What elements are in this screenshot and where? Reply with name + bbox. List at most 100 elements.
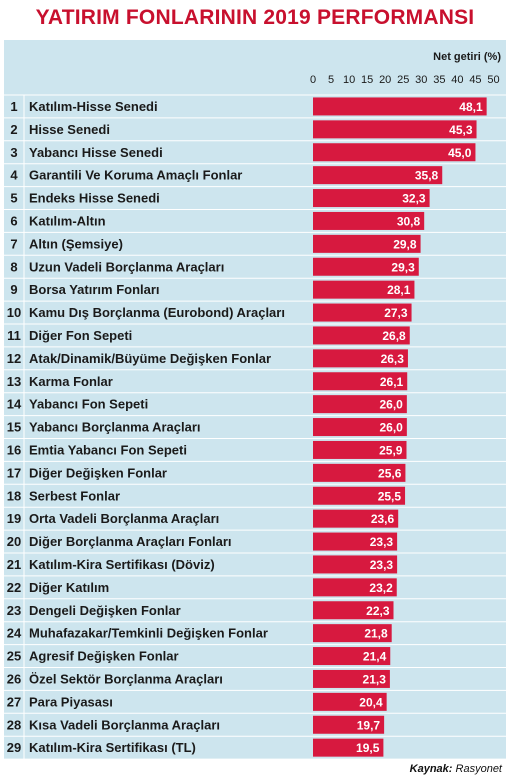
category-label: Katılım-Kira Sertifikası (Döviz): [29, 557, 215, 572]
bar-row: 28 Kısa Vadeli Borçlanma Araçları 19,7: [4, 712, 506, 737]
category-label: Atak/Dinamik/Büyüme Değişken Fonlar: [29, 351, 271, 366]
rank-number: 9: [10, 282, 17, 297]
bar: [313, 738, 384, 757]
bar-row: 19 Orta Vadeli Borçlanma Araçları 23,6: [4, 506, 506, 531]
rank-number: 7: [10, 236, 17, 251]
bar: [313, 372, 408, 391]
rank-number: 18: [7, 488, 21, 503]
bar-row: 4 Garantili Ve Koruma Amaçlı Fonlar 35,8: [4, 163, 506, 187]
rank-number: 2: [10, 122, 17, 137]
bar: [313, 601, 394, 620]
rank-number: 12: [7, 351, 21, 366]
rank-number: 25: [7, 649, 21, 664]
category-label: Karma Fonlar: [29, 374, 113, 389]
bar-row: 26 Özel Sektör Borçlanma Araçları 21,3: [4, 667, 506, 691]
value-label: 19,5: [356, 741, 380, 755]
rank-number: 26: [7, 671, 21, 686]
bar-row: 25 Agresif Değişken Fonlar 21,4: [4, 644, 506, 668]
rank-number: 11: [7, 328, 21, 343]
bar: [313, 280, 415, 299]
category-label: Dengeli Değişken Fonlar: [29, 603, 181, 618]
bar-row: 21 Katılım-Kira Sertifikası (Döviz) 23,3: [4, 552, 506, 576]
tick-label: 35: [433, 74, 445, 86]
value-label: 23,3: [370, 535, 394, 549]
category-label: Yabancı Borçlanma Araçları: [29, 420, 201, 435]
rank-number: 24: [7, 626, 22, 641]
value-label: 28,1: [387, 283, 411, 297]
tick-label: 20: [379, 74, 391, 86]
bar-row: 17 Diğer Değişken Fonlar 25,6: [4, 460, 506, 485]
tick-label: 50: [487, 74, 499, 86]
tick-label: 10: [343, 74, 355, 86]
bar-row: 6 Katılım-Altın 30,8: [4, 209, 506, 233]
value-label: 45,3: [449, 123, 473, 137]
category-label: Agresif Değişken Fonlar: [29, 649, 179, 664]
value-label: 22,3: [366, 604, 390, 618]
value-label: 29,8: [393, 237, 417, 251]
category-label: Kısa Vadeli Borçlanma Araçları: [29, 717, 220, 732]
category-label: Altın (Şemsiye): [29, 236, 123, 251]
bar-rows: 1 Katılım-Hisse Senedi 48,12 Hisse Senedi 45…: [4, 94, 506, 760]
value-label: 23,2: [369, 581, 393, 595]
value-label: 35,8: [415, 169, 439, 183]
tick-label: 45: [469, 74, 481, 86]
bar: [313, 97, 487, 116]
bar-row: 1 Katılım-Hisse Senedi 48,1: [4, 94, 506, 118]
rank-number: 29: [7, 740, 21, 755]
value-label: 45,0: [448, 146, 472, 160]
source-note: Kaynak: Rasyonet: [410, 763, 502, 775]
tick-label: 25: [397, 74, 409, 86]
rank-number: 23: [7, 603, 21, 618]
bar-row: 18 Serbest Fonlar 25,5: [4, 483, 506, 508]
tick-label: 0: [310, 74, 316, 86]
rank-number: 4: [10, 168, 18, 183]
category-label: Katılım-Altın: [29, 213, 106, 228]
bar-row: 7 Altın (Şemsiye) 29,8: [4, 231, 506, 256]
bar-row: 10 Kamu Dış Borçlanma (Eurobond) Araçları…: [4, 300, 506, 324]
category-label: Diğer Borçlanma Araçları Fonları: [29, 534, 232, 549]
bar: [313, 486, 406, 505]
tick-label: 5: [328, 74, 334, 86]
axis-title: Net getiri (%): [433, 51, 501, 63]
bar-row: 27 Para Piyasası 20,4: [4, 689, 506, 714]
bar: [313, 257, 419, 276]
rank-number: 19: [7, 511, 21, 526]
category-label: Garantili Ve Koruma Amaçlı Fonlar: [29, 168, 242, 183]
bar: [313, 349, 408, 368]
bar: [313, 120, 477, 139]
bar-row: 9 Borsa Yatırım Fonları 28,1: [4, 277, 506, 302]
tick-label: 30: [415, 74, 427, 86]
bar: [313, 669, 390, 688]
bar-row: 13 Karma Fonlar 26,1: [4, 369, 506, 393]
value-label: 26,0: [380, 421, 404, 435]
rank-number: 1: [10, 99, 17, 114]
rank-number: 17: [7, 465, 21, 480]
value-label: 20,4: [359, 695, 383, 709]
bar-row: 15 Yabancı Borçlanma Araçları 26,0: [4, 415, 506, 439]
bar-row: 14 Yabancı Fon Sepeti 26,0: [4, 392, 506, 416]
category-label: Emtia Yabancı Fon Sepeti: [29, 442, 187, 457]
value-label: 26,0: [380, 398, 404, 412]
rank-number: 13: [7, 374, 21, 389]
value-label: 23,6: [371, 512, 395, 526]
rank-number: 16: [7, 442, 21, 457]
value-label: 26,8: [382, 329, 406, 343]
rank-number: 28: [7, 717, 21, 732]
bar-row: 3 Yabancı Hisse Senedi 45,0: [4, 140, 506, 164]
category-label: Hisse Senedi: [29, 122, 110, 137]
bar: [313, 532, 398, 551]
bar: [313, 189, 430, 208]
category-label: Özel Sektör Borçlanma Araçları: [29, 671, 223, 686]
axis-ticks: 0 5 10 15 20 25 30 35 40 45 50: [310, 74, 500, 86]
category-label: Orta Vadeli Borçlanma Araçları: [29, 511, 219, 526]
value-label: 21,8: [364, 627, 388, 641]
category-label: Diğer Katılım: [29, 580, 109, 595]
category-label: Katılım-Hisse Senedi: [29, 99, 158, 114]
value-label: 23,3: [370, 558, 394, 572]
bar: [313, 395, 407, 414]
bar-row: 12 Atak/Dinamik/Büyüme Değişken Fonlar 26,…: [4, 346, 506, 370]
bar: [313, 418, 407, 437]
tick-label: 40: [451, 74, 463, 86]
